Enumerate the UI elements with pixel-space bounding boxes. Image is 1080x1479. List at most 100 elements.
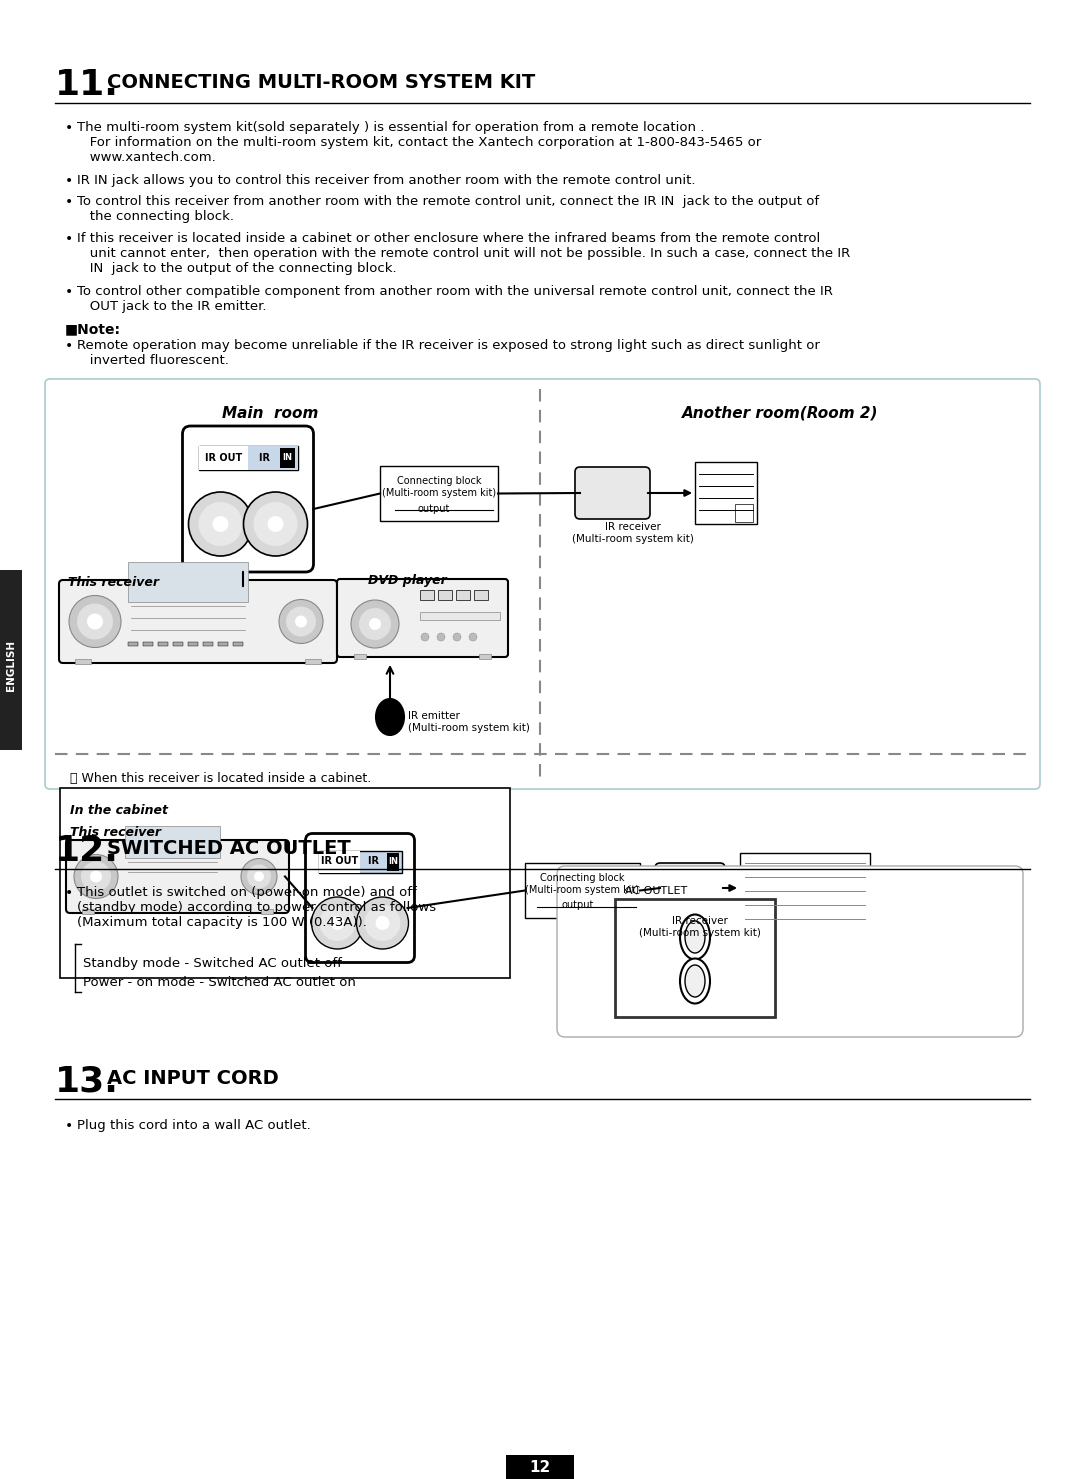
Text: IR emitter
(Multi-room system kit): IR emitter (Multi-room system kit) xyxy=(408,711,530,732)
FancyBboxPatch shape xyxy=(59,580,337,663)
Text: •: • xyxy=(65,285,73,299)
Text: •: • xyxy=(65,339,73,353)
Bar xyxy=(233,642,243,646)
Text: •: • xyxy=(65,195,73,209)
Text: IR OUT: IR OUT xyxy=(321,856,357,867)
Circle shape xyxy=(81,861,111,892)
FancyBboxPatch shape xyxy=(306,834,415,963)
Bar xyxy=(199,447,248,470)
Text: Another room(Room 2): Another room(Room 2) xyxy=(681,407,878,422)
Text: This receiver: This receiver xyxy=(70,825,161,839)
Circle shape xyxy=(77,603,113,639)
Circle shape xyxy=(279,599,323,643)
Text: To control this receiver from another room with the remote control unit, connect: To control this receiver from another ro… xyxy=(77,195,819,223)
Text: (Multi-room system kit): (Multi-room system kit) xyxy=(382,488,496,498)
Text: Connecting block: Connecting block xyxy=(396,476,482,487)
Text: Main  room: Main room xyxy=(221,407,319,422)
Circle shape xyxy=(437,633,445,640)
FancyBboxPatch shape xyxy=(183,426,313,572)
Ellipse shape xyxy=(685,964,705,997)
Bar xyxy=(129,642,138,646)
Text: IN: IN xyxy=(388,856,397,867)
Circle shape xyxy=(243,493,308,556)
Text: This outlet is switched on (power-on mode) and off
(standby mode) according to p: This outlet is switched on (power-on mod… xyxy=(77,886,436,929)
Text: AC OUTLET: AC OUTLET xyxy=(625,886,687,896)
Bar xyxy=(525,864,640,918)
Text: ■Note:: ■Note: xyxy=(65,322,121,336)
Circle shape xyxy=(469,633,477,640)
Ellipse shape xyxy=(680,958,710,1003)
Bar xyxy=(420,612,500,620)
Text: DVD player: DVD player xyxy=(368,574,447,587)
Bar xyxy=(129,562,248,602)
Bar xyxy=(82,910,94,914)
Circle shape xyxy=(87,614,103,630)
Text: IR: IR xyxy=(258,453,273,463)
Circle shape xyxy=(351,600,399,648)
Circle shape xyxy=(268,516,283,532)
Circle shape xyxy=(376,916,390,930)
Bar xyxy=(507,1455,573,1479)
Bar xyxy=(354,654,366,660)
Text: Standby mode - Switched AC outlet off: Standby mode - Switched AC outlet off xyxy=(83,957,342,970)
Bar xyxy=(60,788,510,978)
Text: IN: IN xyxy=(282,454,292,463)
Circle shape xyxy=(320,905,355,941)
Text: (Multi-room system kit): (Multi-room system kit) xyxy=(526,884,639,895)
Text: IR OUT: IR OUT xyxy=(204,453,242,463)
FancyBboxPatch shape xyxy=(66,840,289,913)
Bar xyxy=(438,590,453,600)
FancyBboxPatch shape xyxy=(45,379,1040,788)
Text: •: • xyxy=(65,232,73,246)
Circle shape xyxy=(359,608,391,640)
Text: Power - on mode - Switched AC outlet on: Power - on mode - Switched AC outlet on xyxy=(83,976,356,989)
Bar xyxy=(173,642,183,646)
Bar xyxy=(305,660,321,664)
Circle shape xyxy=(69,596,121,648)
Bar xyxy=(380,466,498,521)
Circle shape xyxy=(75,855,118,899)
Circle shape xyxy=(247,865,271,889)
Bar xyxy=(248,447,297,470)
Text: output: output xyxy=(562,901,594,910)
Bar xyxy=(420,590,434,600)
Circle shape xyxy=(213,516,229,532)
Bar xyxy=(696,461,757,524)
Text: CONNECTING MULTI-ROOM SYSTEM KIT: CONNECTING MULTI-ROOM SYSTEM KIT xyxy=(107,72,536,92)
Circle shape xyxy=(369,618,381,630)
Text: SWITCHED AC OUTLET: SWITCHED AC OUTLET xyxy=(107,839,351,858)
Circle shape xyxy=(330,916,345,930)
FancyBboxPatch shape xyxy=(337,578,508,657)
Bar xyxy=(280,448,295,467)
Bar xyxy=(0,569,22,750)
Circle shape xyxy=(356,896,408,950)
Text: •: • xyxy=(65,121,73,135)
Bar xyxy=(735,504,753,522)
Text: 12: 12 xyxy=(529,1460,551,1475)
Circle shape xyxy=(241,858,276,895)
Circle shape xyxy=(453,633,461,640)
Text: In the cabinet: In the cabinet xyxy=(70,805,168,816)
Text: IR: IR xyxy=(368,856,382,867)
Bar xyxy=(319,850,402,873)
Bar xyxy=(615,899,775,1018)
Circle shape xyxy=(199,501,243,546)
Bar xyxy=(188,642,198,646)
Text: •: • xyxy=(65,886,73,901)
Text: IR receiver
(Multi-room system kit): IR receiver (Multi-room system kit) xyxy=(571,522,693,544)
Bar xyxy=(845,911,865,930)
Circle shape xyxy=(254,501,297,546)
Circle shape xyxy=(365,905,401,941)
Bar xyxy=(203,642,213,646)
Text: •: • xyxy=(65,1120,73,1133)
Circle shape xyxy=(254,871,264,881)
Text: IR IN jack allows you to control this receiver from another room with the remote: IR IN jack allows you to control this re… xyxy=(77,175,696,186)
Bar xyxy=(480,654,491,660)
Text: If this receiver is located inside a cabinet or other enclosure where the infrar: If this receiver is located inside a cab… xyxy=(77,232,850,275)
Ellipse shape xyxy=(680,914,710,960)
Text: The multi-room system kit(sold separately ) is essential for operation from a re: The multi-room system kit(sold separatel… xyxy=(77,121,761,164)
Circle shape xyxy=(286,606,316,636)
Text: 12.: 12. xyxy=(55,834,119,868)
Bar xyxy=(125,825,220,858)
Text: AC INPUT CORD: AC INPUT CORD xyxy=(107,1069,279,1089)
